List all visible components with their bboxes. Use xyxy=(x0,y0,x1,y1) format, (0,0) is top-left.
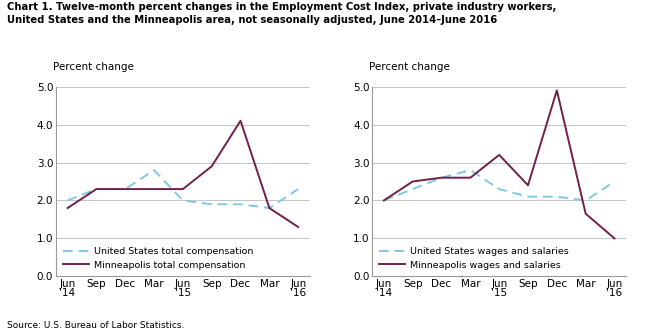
Legend: United States total compensation, Minneapolis total compensation: United States total compensation, Minnea… xyxy=(61,245,255,272)
Text: Source: U.S. Bureau of Labor Statistics.: Source: U.S. Bureau of Labor Statistics. xyxy=(7,321,184,330)
Text: Percent change: Percent change xyxy=(369,62,450,72)
Text: United States and the Minneapolis area, not seasonally adjusted, June 2014–June : United States and the Minneapolis area, … xyxy=(7,15,497,25)
Text: Percent change: Percent change xyxy=(53,62,134,72)
Text: Chart 1. Twelve-month percent changes in the Employment Cost Index, private indu: Chart 1. Twelve-month percent changes in… xyxy=(7,2,556,12)
Legend: United States wages and salaries, Minneapolis wages and salaries: United States wages and salaries, Minnea… xyxy=(377,245,571,272)
